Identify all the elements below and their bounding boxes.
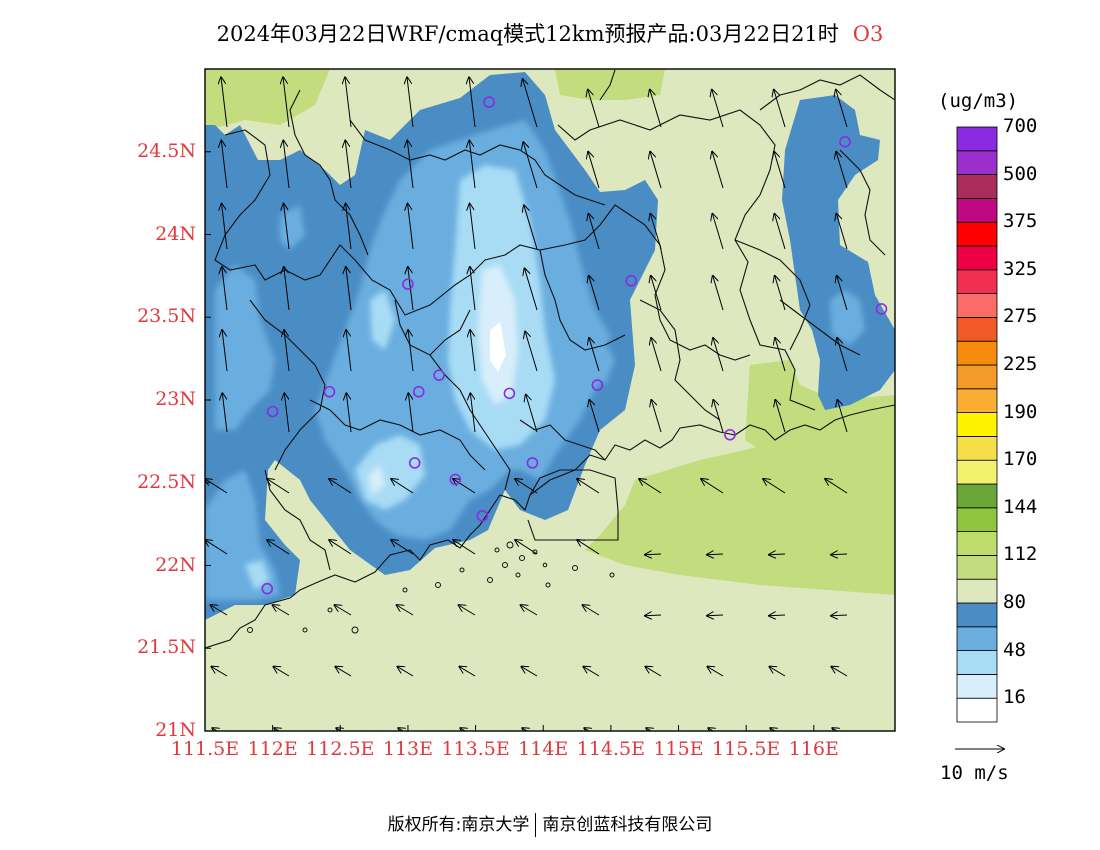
colorbar-swatch [957,603,997,627]
colorbar-swatch [957,294,997,318]
longitude-label: 115.5E [712,738,780,760]
colorbar-swatch [957,198,997,222]
colorbar-swatch [957,508,997,532]
colorbar-label: 375 [1003,210,1037,232]
latitude-label: 23.5N [0,305,196,327]
longitude-label: 114.5E [577,738,645,760]
latitude-label: 21N [0,719,196,741]
colorbar-swatch [957,341,997,365]
longitude-label: 112E [248,738,298,760]
colorbar-swatch [957,555,997,579]
longitude-label: 113.5E [441,738,509,760]
latitude-label: 24N [0,223,196,245]
longitude-label: 113E [383,738,433,760]
latitude-label: 22N [0,554,196,576]
longitude-label: 111.5E [171,738,239,760]
colorbar-label: 225 [1003,353,1037,375]
colorbar-swatch [957,246,997,270]
longitude-label: 115E [653,738,703,760]
longitude-label: 112.5E [306,738,374,760]
colorbar-swatch [957,413,997,437]
colorbar-label: 325 [1003,258,1037,280]
copyright-footer: 版权所有:南京大学 南京创蓝科技有限公司 [0,810,1100,837]
colorbar-label: 500 [1003,163,1037,185]
concentration-field [205,69,895,737]
colorbar-swatch [957,127,997,151]
colorbar-label: 80 [1003,591,1026,613]
colorbar-swatch [957,151,997,175]
colorbar-label: 16 [1003,686,1026,708]
colorbar-swatch [957,175,997,199]
colorbar-label: 700 [1003,115,1037,137]
latitude-label: 22.5N [0,471,196,493]
colorbar-swatch [957,698,997,722]
latitude-label: 21.5N [0,636,196,658]
latitude-label: 23N [0,388,196,410]
colorbar-label: 275 [1003,305,1037,327]
colorbar-swatch [957,460,997,484]
colorbar-swatch [957,532,997,556]
colorbar-swatch [957,627,997,651]
longitude-label: 116E [789,738,839,760]
copyright-left: 版权所有:南京大学 [388,815,530,835]
colorbar-label: 190 [1003,401,1037,423]
colorbar-swatch [957,365,997,389]
colorbar-label: 48 [1003,639,1026,661]
colorbar-swatch [957,484,997,508]
colorbar-swatch [957,651,997,675]
colorbar-label: 144 [1003,496,1037,518]
colorbar-swatch [957,389,997,413]
colorbar-swatch [957,317,997,341]
longitude-label: 114E [518,738,568,760]
colorbar-swatch [957,222,997,246]
colorbar-swatch [957,579,997,603]
colorbar-swatch [957,436,997,460]
latitude-label: 24.5N [0,140,196,162]
colorbar-label: 170 [1003,448,1037,470]
colorbar-swatch [957,270,997,294]
copyright-right: 南京创蓝科技有限公司 [542,815,712,835]
colorbar [957,127,997,722]
wind-reference-label: 10 m/s [940,762,1009,784]
colorbar-units: (ug/m3) [938,90,1018,112]
colorbar-swatch [957,674,997,698]
colorbar-label: 112 [1003,543,1037,565]
footer-separator [535,813,536,837]
